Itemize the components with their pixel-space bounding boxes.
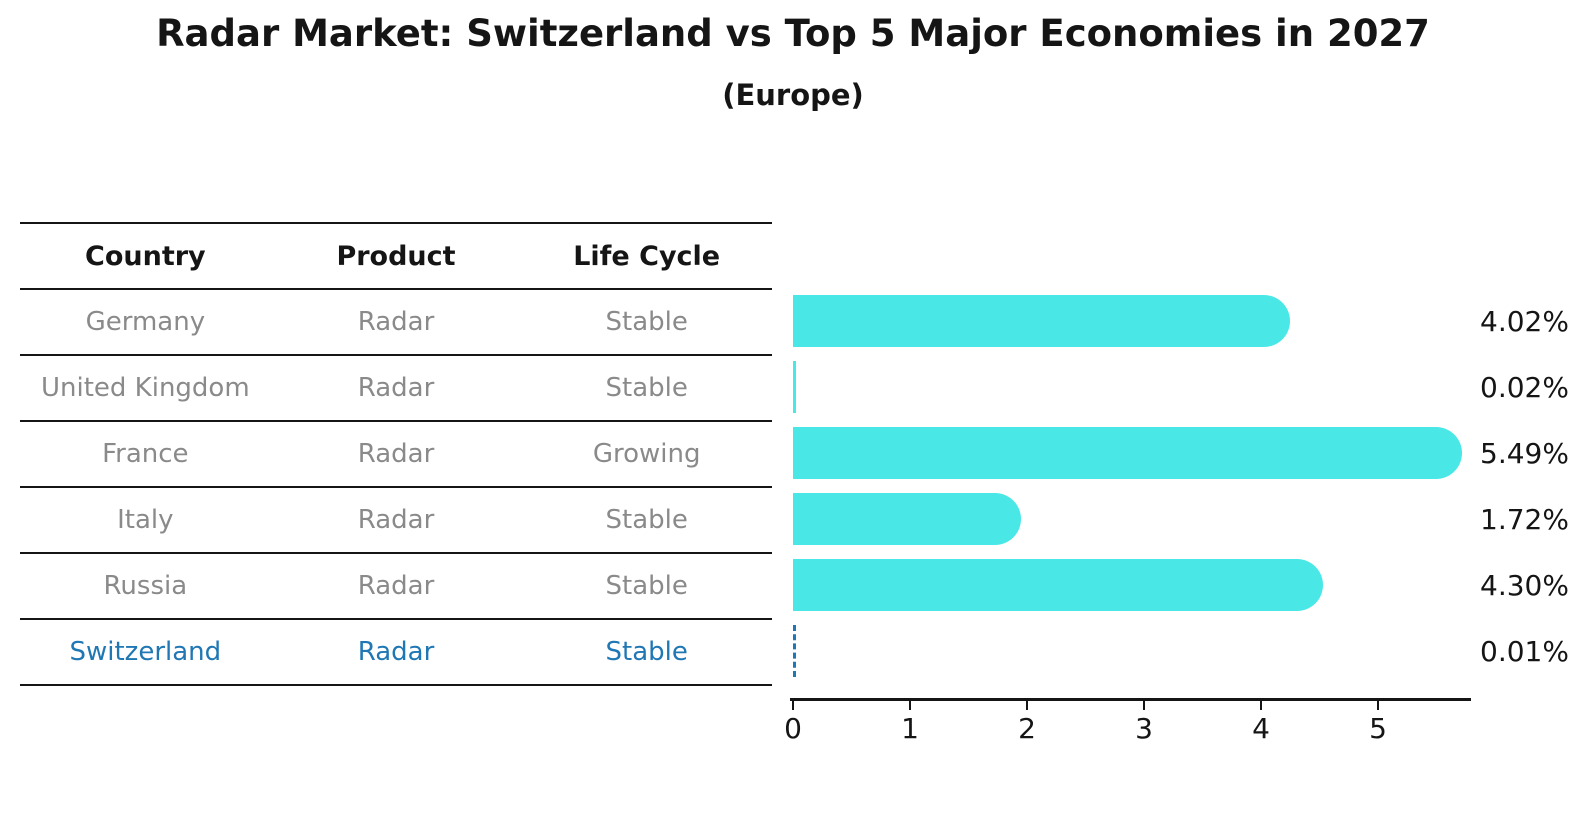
bar-united-kingdom	[793, 361, 796, 413]
x-tick	[792, 701, 794, 710]
header-cell-country: Country	[85, 240, 206, 272]
x-tick-label: 4	[1252, 712, 1270, 745]
cell-life-cycle: Stable	[605, 505, 688, 535]
cell-product: Radar	[357, 571, 435, 601]
table-row-france: France Radar Growing	[20, 420, 772, 486]
chart-title: Radar Market: Switzerland vs Top 5 Major…	[156, 12, 1430, 55]
cell-life-cycle: Growing	[592, 439, 701, 469]
bar-russia	[793, 559, 1324, 611]
table-row-switzerland: Switzerland Radar Stable	[20, 618, 772, 684]
cell-product: Radar	[357, 637, 435, 667]
cell-life-cycle: Stable	[605, 571, 688, 601]
x-tick	[1377, 701, 1379, 710]
table-rows: Germany Radar Stable United Kingdom Radar Sta…	[20, 288, 772, 684]
x-tick-label: 5	[1369, 712, 1387, 745]
bar-germany	[793, 295, 1291, 347]
cell-country: United Kingdom	[40, 373, 250, 403]
cell-life-cycle: Stable	[605, 307, 688, 337]
x-tick-label: 2	[1018, 712, 1036, 745]
cell-country: France	[102, 439, 189, 469]
x-tick	[909, 701, 911, 710]
x-tick-label: 0	[784, 712, 802, 745]
cell-country: Russia	[103, 571, 188, 601]
x-tick	[1143, 701, 1145, 710]
cell-product: Radar	[357, 373, 435, 403]
cell-product: Radar	[357, 307, 435, 337]
header-cell-product: Product	[336, 240, 456, 272]
bar-value-label: 4.30%	[1480, 568, 1569, 602]
x-tick-label: 3	[1135, 712, 1153, 745]
cell-country: Italy	[117, 505, 174, 535]
bar-plot-area	[793, 288, 1483, 684]
cell-product: Radar	[357, 439, 435, 469]
x-tick	[1260, 701, 1262, 710]
table-header-row: Country Product Life Cycle	[20, 222, 772, 288]
bar-value-label: 4.02%	[1480, 304, 1569, 338]
bar-value-label: 0.01%	[1480, 634, 1569, 668]
x-axis-baseline	[790, 698, 1471, 701]
bar-france	[793, 427, 1463, 479]
table-row-united-kingdom: United Kingdom Radar Stable	[20, 354, 772, 420]
bar-value-label: 0.02%	[1480, 370, 1569, 404]
chart-subtitle: (Europe)	[722, 78, 864, 112]
cell-product: Radar	[357, 505, 435, 535]
bar-value-label: 1.72%	[1480, 502, 1569, 536]
cell-life-cycle: Stable	[605, 637, 688, 667]
x-tick	[1026, 701, 1028, 710]
bar-italy	[793, 493, 1022, 545]
cell-country: Germany	[85, 307, 206, 337]
header-cell-life-cycle: Life Cycle	[573, 240, 721, 272]
bar-switzerland	[793, 625, 796, 677]
table-row-italy: Italy Radar Stable	[20, 486, 772, 552]
table-row-russia: Russia Radar Stable	[20, 552, 772, 618]
bar-value-label: 5.49%	[1480, 436, 1569, 470]
x-tick-label: 1	[901, 712, 919, 745]
cell-life-cycle: Stable	[605, 373, 688, 403]
table-row-germany: Germany Radar Stable	[20, 288, 772, 354]
country-table: Country Product Life Cycle Germany Radar Sta…	[20, 222, 772, 686]
cell-country: Switzerland	[69, 637, 222, 667]
